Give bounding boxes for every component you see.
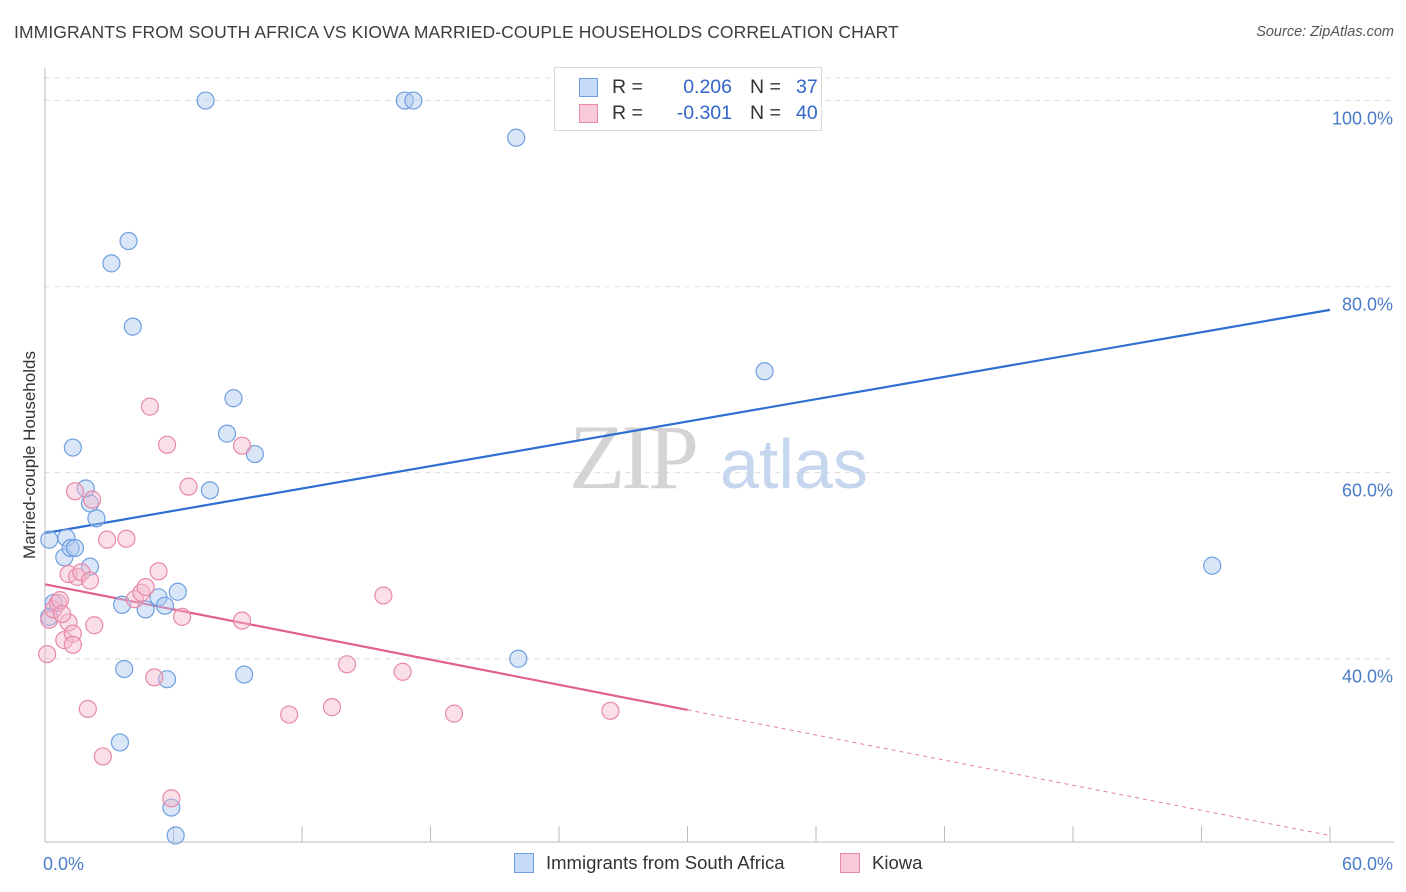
- point-south-africa: [507, 128, 526, 147]
- legend-swatch-blue: [514, 853, 534, 873]
- point-kiowa: [136, 578, 155, 597]
- point-south-africa: [102, 254, 121, 273]
- point-south-africa: [63, 438, 82, 457]
- point-south-africa: [217, 424, 237, 443]
- point-kiowa: [337, 655, 357, 674]
- point-kiowa: [140, 397, 160, 416]
- legend-label-kiowa: Kiowa: [872, 852, 923, 873]
- point-south-africa: [162, 798, 181, 817]
- legend-n-label: N =: [750, 75, 781, 98]
- trend-line-kiowa-extrapolated: [687, 709, 1331, 836]
- point-south-africa: [123, 317, 142, 336]
- point-kiowa: [322, 698, 342, 717]
- chart-title: IMMIGRANTS FROM SOUTH AFRICA VS KIOWA MA…: [14, 22, 899, 42]
- point-kiowa: [125, 590, 145, 609]
- point-kiowa: [179, 477, 198, 496]
- point-kiowa: [50, 591, 70, 610]
- point-south-africa: [245, 444, 264, 464]
- legend-r-label: R =: [612, 75, 643, 98]
- point-kiowa: [80, 571, 100, 590]
- x-tick-label: 0.0%: [43, 854, 84, 874]
- watermark-atlas: atlas: [720, 425, 868, 503]
- legend-n-label: N =: [750, 101, 781, 124]
- legend-row-kiowa: R = -0.301 N = 40: [579, 100, 818, 126]
- point-south-africa: [755, 362, 774, 381]
- point-kiowa: [157, 435, 177, 454]
- point-kiowa: [65, 482, 85, 501]
- y-tick-label: 60.0%: [1342, 481, 1393, 501]
- axes: [44, 68, 1394, 843]
- tick-labels: 40.0% 60.0% 80.0% 100.0% 0.0% 60.0%: [43, 109, 1393, 874]
- point-south-africa: [166, 826, 185, 845]
- point-kiowa: [162, 789, 181, 808]
- point-kiowa: [83, 490, 102, 509]
- point-south-africa: [1203, 556, 1222, 575]
- point-south-africa: [61, 538, 80, 558]
- point-south-africa: [168, 582, 187, 601]
- trend-line-kiowa: [44, 583, 688, 711]
- y-tick-label: 80.0%: [1342, 295, 1393, 315]
- point-south-africa: [65, 538, 85, 558]
- point-south-africa: [404, 91, 423, 110]
- data-points: [38, 91, 1222, 845]
- gridlines: [45, 77, 1394, 660]
- watermark: ZIP atlas: [569, 406, 868, 508]
- trend-lines: [44, 308, 1331, 836]
- series-legend: Immigrants from South Africa Kiowa: [0, 852, 1406, 878]
- point-south-africa: [119, 231, 138, 251]
- legend-r-value: 0.206: [683, 75, 732, 98]
- legend-item-kiowa: Kiowa: [840, 852, 922, 874]
- point-south-africa: [155, 596, 175, 615]
- point-south-africa: [87, 509, 106, 528]
- point-south-africa: [235, 665, 254, 684]
- point-south-africa: [196, 91, 215, 110]
- point-south-africa: [224, 389, 243, 408]
- legend-n-value: 40: [796, 101, 818, 124]
- legend-swatch-pink: [579, 103, 598, 123]
- legend-item-south-africa: Immigrants from South Africa: [514, 852, 785, 874]
- point-kiowa: [444, 704, 464, 723]
- point-kiowa: [393, 662, 412, 681]
- point-south-africa: [40, 530, 59, 549]
- legend-label-south-africa: Immigrants from South Africa: [546, 852, 785, 873]
- point-kiowa: [98, 530, 117, 549]
- point-kiowa: [78, 699, 97, 719]
- legend-swatch-pink: [840, 853, 860, 873]
- point-south-africa: [110, 733, 130, 752]
- point-kiowa: [63, 635, 82, 654]
- point-kiowa: [117, 529, 136, 548]
- point-kiowa: [374, 586, 393, 605]
- stats-legend: R = 0.206 N = 37 R = -0.301 N = 40: [554, 67, 822, 131]
- point-kiowa: [601, 701, 620, 720]
- point-kiowa: [93, 747, 112, 766]
- legend-swatch-blue: [579, 77, 598, 97]
- point-kiowa: [280, 705, 299, 724]
- point-kiowa: [48, 593, 67, 613]
- point-kiowa: [232, 436, 252, 455]
- point-south-africa: [115, 659, 134, 679]
- watermark-zip: ZIP: [569, 406, 696, 508]
- trend-line-south-africa: [44, 308, 1331, 535]
- point-kiowa: [145, 668, 164, 687]
- point-kiowa: [232, 611, 252, 630]
- point-south-africa: [200, 481, 220, 500]
- source-credit: Source: ZipAtlas.com: [1256, 24, 1394, 40]
- y-tick-label: 100.0%: [1332, 109, 1393, 129]
- legend-r-label: R =: [612, 101, 643, 124]
- x-tick-label: 60.0%: [1342, 854, 1393, 874]
- legend-n-value: 37: [796, 75, 818, 98]
- point-kiowa: [53, 604, 72, 624]
- legend-row-south-africa: R = 0.206 N = 37: [579, 74, 818, 100]
- point-south-africa: [76, 479, 95, 498]
- legend-r-value: -0.301: [676, 101, 732, 124]
- y-tick-label: 40.0%: [1342, 667, 1393, 687]
- point-kiowa: [172, 607, 192, 626]
- point-kiowa: [149, 562, 168, 581]
- point-kiowa: [38, 644, 57, 664]
- point-south-africa: [509, 649, 528, 668]
- point-kiowa: [85, 616, 104, 635]
